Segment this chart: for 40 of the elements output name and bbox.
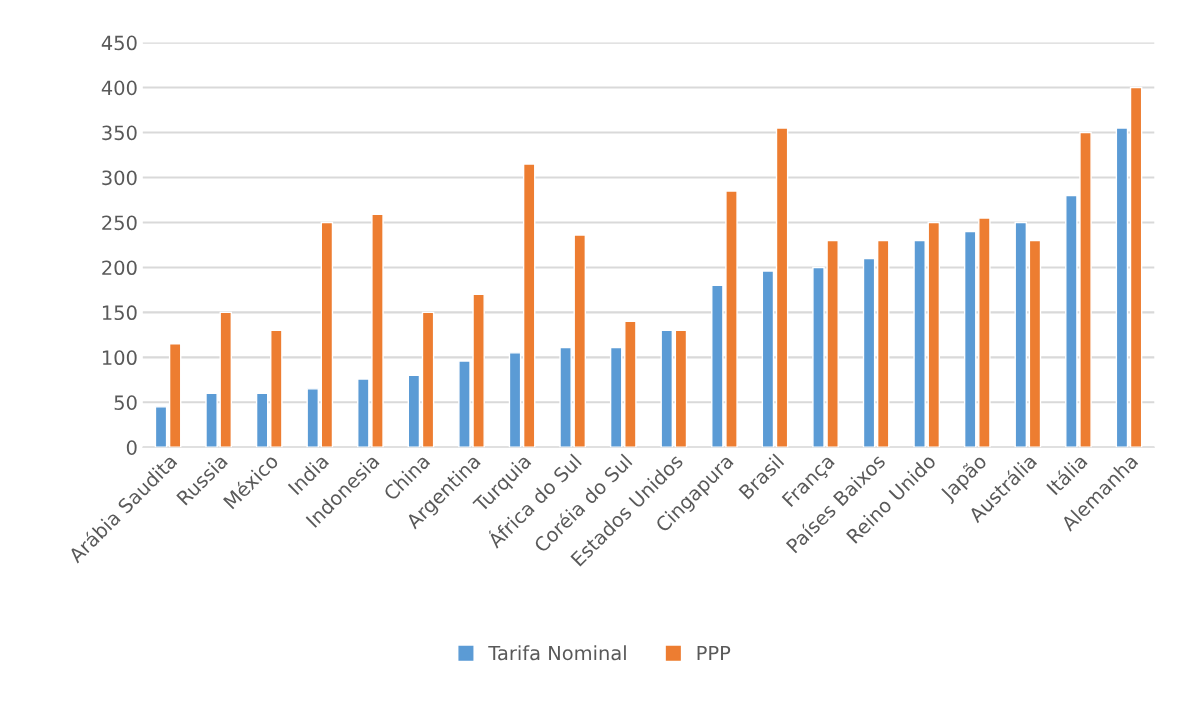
y-tick-label: 100 [102,350,137,366]
bar [963,230,977,448]
bar [775,127,789,448]
bar [876,239,890,448]
bar [508,352,522,448]
bar [1115,127,1129,448]
bar [1129,86,1143,448]
bar [320,221,334,448]
bar [978,217,991,448]
y-tick-label: 300 [102,170,137,186]
y-tick-label: 50 [114,395,137,410]
bar [255,392,269,448]
bar [270,329,283,448]
bar [522,163,536,448]
bar [674,329,688,448]
y-tick-label: 250 [102,215,137,231]
y-tick-label: 200 [102,260,137,276]
y-tick-label: 400 [101,80,137,96]
bar [624,320,637,448]
y-tick-label: 150 [102,305,137,321]
bar [154,406,168,448]
y-tick-label: 450 [101,35,137,51]
y-tick-label: 350 [102,125,137,141]
bar [660,329,674,448]
y-tick-label: 0 [126,440,137,455]
legend-label: Tarifa Nominal [488,645,626,661]
legend-label: PPP [697,645,731,661]
bar [609,346,623,448]
bar [407,374,421,448]
bar [1028,239,1042,448]
bar [927,221,941,448]
bar [1014,221,1028,448]
bar [168,343,182,448]
bar [306,388,319,448]
bar [862,257,876,448]
bar [421,311,435,448]
bar [913,239,926,448]
bar [761,270,775,448]
bar [573,234,587,448]
bar [559,346,572,448]
